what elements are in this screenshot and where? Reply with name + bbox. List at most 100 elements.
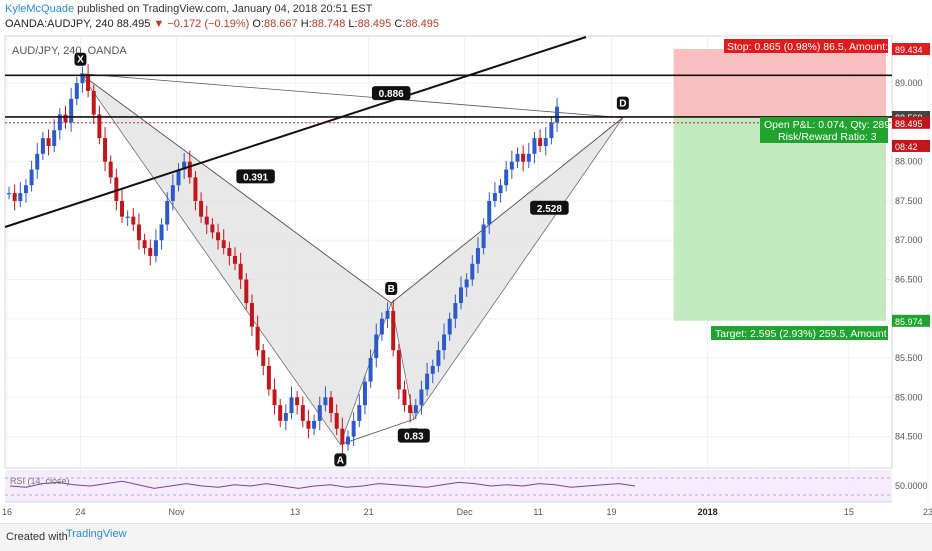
candle-body <box>136 224 141 241</box>
pattern-link <box>80 73 623 119</box>
candle-body <box>18 193 23 201</box>
position-zones <box>673 49 886 321</box>
point-label-A: A <box>337 455 344 466</box>
candle-body <box>153 240 158 256</box>
candle-body <box>86 75 91 91</box>
ratio-label: 0.83 <box>404 432 424 443</box>
candle-body <box>12 193 17 201</box>
candle-body <box>238 263 243 280</box>
x-tick-label: 2018 <box>698 507 718 517</box>
candle-body <box>357 405 362 421</box>
price-change: ▼ −0.172 (−0.19%) <box>153 18 250 30</box>
y-tick-label: 84.500 <box>895 432 923 442</box>
point-badge <box>334 453 347 467</box>
candle-body <box>261 350 266 366</box>
candle-body <box>278 405 283 421</box>
candle-body <box>249 303 254 327</box>
candle-body <box>199 200 204 217</box>
candle-body <box>283 413 288 421</box>
candle-body <box>504 169 509 186</box>
symbol-label: OANDA:AUDJPY, 240 <box>5 18 114 30</box>
candle-body <box>555 106 560 123</box>
tradingview-logo[interactable]: TradingView <box>66 528 127 540</box>
candle-body <box>351 420 356 437</box>
ohlc-line: OANDA:AUDJPY, 240 88.495 ▼ −0.172 (−0.19… <box>5 18 439 30</box>
candle-body <box>346 436 350 445</box>
candle-body <box>329 397 334 414</box>
pnl-label-box <box>760 117 888 143</box>
candle-body <box>396 350 401 390</box>
candle-body <box>323 397 328 406</box>
candle-body <box>272 389 277 406</box>
y-tick-label: 89.000 <box>895 78 923 88</box>
candle-body <box>368 358 373 382</box>
candle-body <box>210 224 215 233</box>
x-tick-label: 19 <box>607 507 617 517</box>
candle-body <box>453 303 458 319</box>
rsi-tick: 50.0000 <box>895 481 928 491</box>
candle-body <box>340 428 345 445</box>
x-tick-label: 16 <box>2 507 12 517</box>
candle-body <box>125 216 130 218</box>
candle-body <box>425 373 430 390</box>
candle-body <box>74 83 79 99</box>
candle-body <box>170 185 175 201</box>
candle-body <box>40 138 45 154</box>
trend-lines <box>4 36 892 228</box>
y-tick-label: 85.500 <box>895 353 923 363</box>
candles <box>7 64 560 454</box>
candle-body <box>306 420 311 429</box>
author-name[interactable]: KyleMcQuade <box>5 3 75 15</box>
ratio-badge <box>371 86 411 101</box>
point-label-X: X <box>77 55 84 66</box>
stop-label-box <box>724 39 888 53</box>
candle-body <box>317 405 322 421</box>
candle-body <box>29 169 34 186</box>
rsi-panel: RSI (14, close) 50.0000 <box>5 470 928 502</box>
candle-body <box>23 185 28 194</box>
candle-body <box>300 405 305 421</box>
x-tick-label: 21 <box>364 507 374 517</box>
high-label: H: <box>300 18 312 30</box>
candle-body <box>413 405 418 414</box>
price-tag <box>892 43 930 56</box>
candle-body <box>526 153 531 162</box>
pattern-link <box>340 418 414 445</box>
candle-body <box>182 161 187 170</box>
candle-body <box>176 169 181 186</box>
candle-body <box>549 122 554 139</box>
candle-body <box>187 161 192 178</box>
close-label: C: <box>394 18 406 30</box>
candle-body <box>255 326 260 351</box>
y-tick-label: 85.000 <box>895 392 923 402</box>
target-label-box <box>711 326 888 340</box>
candle-body <box>475 248 480 264</box>
point-badge <box>385 282 398 296</box>
candle-body <box>159 224 164 241</box>
candle-body <box>52 130 57 146</box>
candle-body <box>295 397 300 406</box>
pattern-link <box>390 117 624 304</box>
target-label: Target: 2.595 (2.93%) 259.5, Amount <box>715 328 887 340</box>
pattern-link <box>80 73 392 304</box>
target-zone <box>673 116 886 321</box>
candle-body <box>430 365 435 374</box>
candle-body <box>35 153 40 170</box>
candle-body <box>148 248 153 256</box>
price-tag <box>892 139 930 152</box>
ratio-badge <box>236 169 275 184</box>
pnl-label: Open P&L: 0.074, Qty: 289 <box>764 119 890 131</box>
point-badge <box>74 52 87 66</box>
footer: Created with TradingView <box>0 523 932 551</box>
candle-body <box>142 240 147 249</box>
rsi-band <box>5 470 892 502</box>
candle-body <box>543 138 548 146</box>
candle-body <box>459 287 463 304</box>
point-label-D: D <box>619 99 626 110</box>
candle-body <box>509 161 514 170</box>
x-tick-label: 24 <box>75 507 85 517</box>
ratio-badge <box>530 200 569 215</box>
candle-body <box>193 177 198 201</box>
